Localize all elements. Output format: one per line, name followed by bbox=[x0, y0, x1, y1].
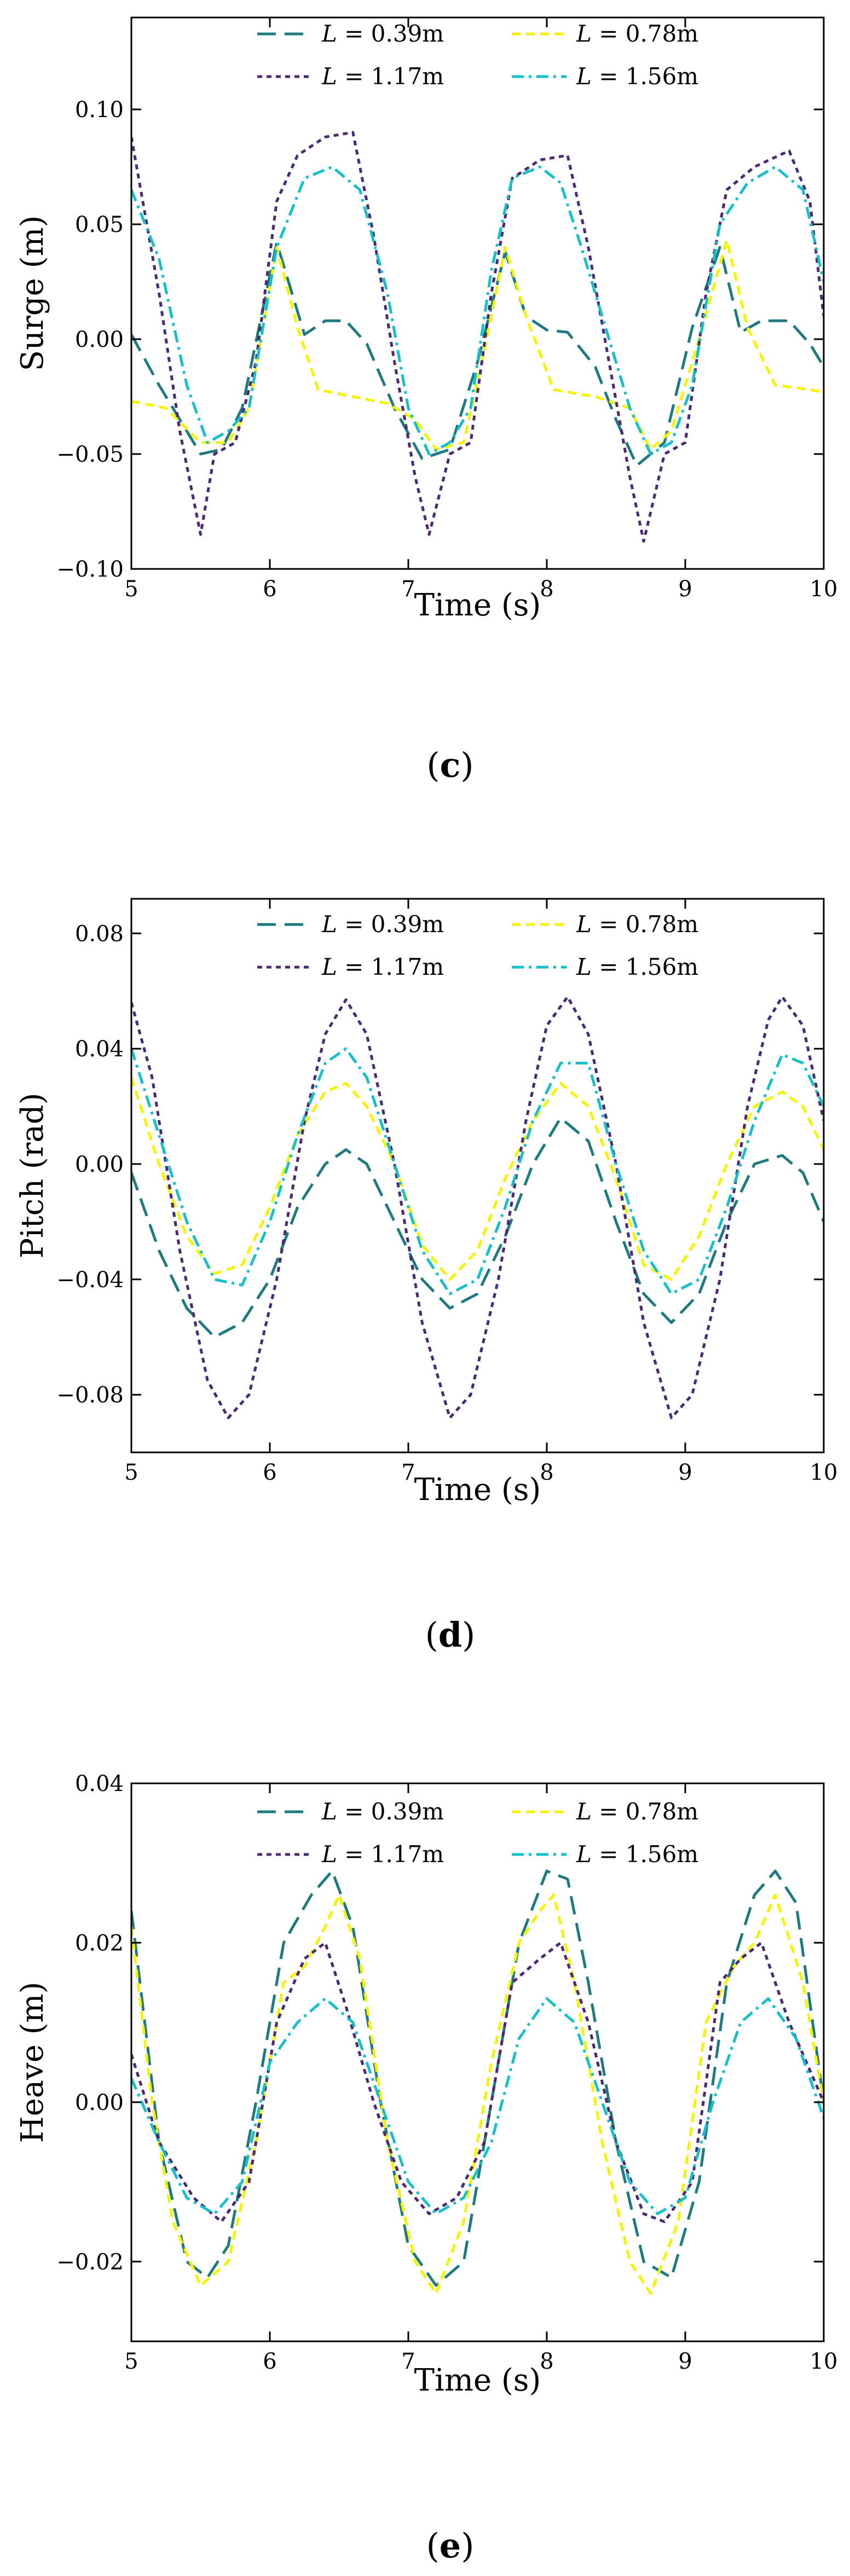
legend-label: L = 1.56m bbox=[576, 63, 698, 90]
y-axis-label: Surge (m) bbox=[15, 216, 50, 371]
legend-item-1: L = 0.39m bbox=[257, 20, 444, 47]
plot-frame bbox=[130, 1782, 825, 2342]
legend-item-3: L = 1.17m bbox=[257, 1841, 444, 1868]
series-line-2 bbox=[131, 239, 824, 451]
legend-item-4: L = 1.56m bbox=[512, 953, 698, 980]
series-line-1 bbox=[131, 1117, 824, 1339]
x-tick-label: 6 bbox=[263, 577, 276, 602]
legend-label: L = 0.78m bbox=[576, 1798, 698, 1825]
x-tick-label: 5 bbox=[124, 2349, 138, 2374]
legend-item-2: L = 0.78m bbox=[512, 911, 698, 938]
y-tick-label: 0.00 bbox=[75, 2090, 124, 2115]
legend: L = 0.39m L = 0.78m L = 1.17m L = 1.56m bbox=[257, 1798, 698, 1868]
legend-label: L = 0.39m bbox=[321, 20, 444, 47]
x-tick-label: 9 bbox=[678, 577, 692, 602]
plot-frame bbox=[130, 16, 825, 570]
series-line-4 bbox=[131, 1047, 824, 1295]
legend-label: L = 1.17m bbox=[321, 953, 444, 980]
legend-label: L = 1.56m bbox=[576, 953, 698, 980]
panel-caption: (e) bbox=[426, 2526, 475, 2566]
series-line-4 bbox=[131, 165, 824, 456]
chart-panel-d: 5 6 7 8 9 10 −0.08 −0.04 0.00 0.04 0.08 Time (s) Pit… bbox=[15, 898, 838, 1655]
y-tick-label: 0.10 bbox=[75, 97, 124, 123]
x-tick-label: 5 bbox=[124, 1460, 138, 1485]
x-tick-label: 9 bbox=[678, 2349, 692, 2374]
y-axis-label: Heave (m) bbox=[15, 1982, 50, 2143]
y-tick-label: 0.00 bbox=[75, 1152, 124, 1177]
x-tick-label: 9 bbox=[678, 1460, 692, 1485]
x-axis-label: Time (s) bbox=[414, 2363, 541, 2398]
y-tick-label: −0.05 bbox=[56, 442, 124, 467]
y-tick-label: 0.02 bbox=[75, 1930, 124, 1956]
y-tick-label: 0.05 bbox=[75, 212, 124, 237]
x-tick-label: 7 bbox=[401, 577, 415, 602]
legend-item-3: L = 1.17m bbox=[257, 953, 444, 980]
y-tick-label: −0.02 bbox=[56, 2249, 124, 2275]
legend: L = 0.39m L = 0.78m L = 1.17m L = 1.56m bbox=[257, 911, 698, 980]
series-line-4 bbox=[131, 1997, 824, 2216]
x-tick-label: 6 bbox=[263, 2349, 276, 2374]
x-tick-label: 8 bbox=[540, 577, 553, 602]
y-tick-label: 0.04 bbox=[75, 1037, 124, 1062]
series-line-2 bbox=[131, 1077, 824, 1281]
x-tick-label: 8 bbox=[540, 2349, 553, 2374]
series-line-2 bbox=[131, 1893, 824, 2295]
series-line-3 bbox=[131, 995, 824, 1420]
x-tick-label: 8 bbox=[540, 1460, 553, 1485]
chart-panel-e: 5 6 7 8 9 10 −0.02 0.00 0.02 0.04 Time (s) Heave (m… bbox=[15, 1771, 837, 2566]
legend-item-2: L = 0.78m bbox=[512, 1798, 698, 1825]
y-tick-label: 0.08 bbox=[75, 921, 124, 946]
y-tick-label: 0.04 bbox=[75, 1771, 124, 1796]
legend-label: L = 0.39m bbox=[321, 911, 444, 938]
y-tick-label: −0.10 bbox=[56, 557, 124, 582]
x-tick-label: 6 bbox=[263, 1460, 276, 1485]
y-tick-label: 0.00 bbox=[75, 327, 124, 352]
legend: L = 0.39m L = 0.78m L = 1.17m L = 1.56m bbox=[257, 20, 698, 90]
x-tick-label: 10 bbox=[810, 2349, 838, 2374]
legend-label: L = 0.39m bbox=[321, 1798, 444, 1825]
legend-label: L = 0.78m bbox=[576, 911, 698, 938]
x-axis-label: Time (s) bbox=[414, 1472, 541, 1508]
x-tick-label: 5 bbox=[124, 577, 138, 602]
panel-caption: (d) bbox=[425, 1615, 476, 1655]
x-tick-label: 7 bbox=[401, 2349, 415, 2374]
legend-label: L = 1.17m bbox=[321, 63, 444, 90]
legend-label: L = 0.78m bbox=[576, 20, 698, 47]
legend-label: L = 1.56m bbox=[576, 1841, 698, 1868]
legend-item-2: L = 0.78m bbox=[512, 20, 698, 47]
plot-frame bbox=[130, 898, 825, 1453]
y-tick-label: −0.08 bbox=[56, 1383, 124, 1408]
x-tick-label: 10 bbox=[810, 577, 838, 602]
series-line-3 bbox=[131, 131, 824, 543]
series-line-1 bbox=[131, 1869, 824, 2287]
legend-item-4: L = 1.56m bbox=[512, 1841, 698, 1868]
y-axis-label: Pitch (rad) bbox=[15, 1092, 50, 1258]
legend-item-1: L = 0.39m bbox=[257, 911, 444, 938]
x-tick-label: 7 bbox=[401, 1460, 415, 1485]
series-line-3 bbox=[131, 1941, 824, 2223]
legend-item-4: L = 1.56m bbox=[512, 63, 698, 90]
panel-caption: (c) bbox=[426, 745, 473, 785]
y-tick-label: −0.04 bbox=[56, 1267, 124, 1293]
legend-item-1: L = 0.39m bbox=[257, 1798, 444, 1825]
legend-item-3: L = 1.17m bbox=[257, 63, 444, 90]
x-axis-label: Time (s) bbox=[414, 588, 541, 623]
x-tick-label: 10 bbox=[810, 1460, 838, 1485]
legend-label: L = 1.17m bbox=[321, 1841, 444, 1868]
chart-panel-c: 5 6 7 8 9 10 −0.10 −0.05 0.00 0.05 0.10 Time (s) Sur… bbox=[15, 16, 838, 785]
